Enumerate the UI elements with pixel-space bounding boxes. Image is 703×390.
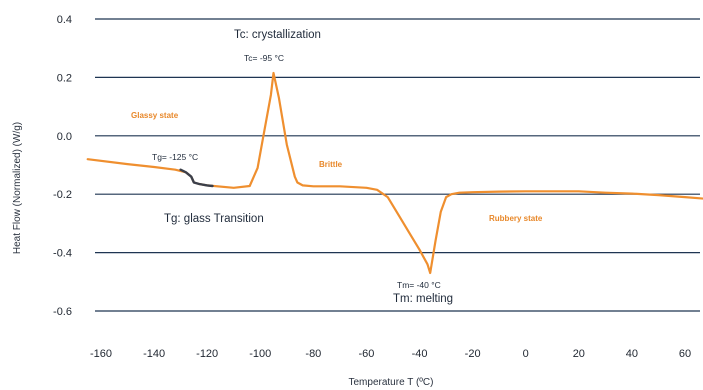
tm-value-label: Tm= -40 °C xyxy=(397,280,441,290)
x-tick-label: -20 xyxy=(465,348,481,360)
x-tick-label: -40 xyxy=(412,348,428,360)
y-tick-label: -0.6 xyxy=(53,306,72,318)
x-tick-label: 60 xyxy=(679,348,691,360)
x-tick-label: -80 xyxy=(305,348,321,360)
x-tick-labels: -160 -140 -120 -100 -80 -60 -40 -20 0 20 40 60 xyxy=(90,348,691,360)
gridlines xyxy=(95,18,700,312)
y-tick-label: -0.4 xyxy=(53,248,72,260)
tc-title-label: Tc: crystallization xyxy=(234,29,321,41)
x-tick-label: 0 xyxy=(523,348,529,360)
tg-title-label: Tg: glass Transition xyxy=(164,213,264,225)
x-tick-label: 20 xyxy=(573,348,585,360)
x-tick-label: -160 xyxy=(90,348,112,360)
tc-value-label: Tc= -95 °C xyxy=(244,53,284,63)
tg-value-label: Tg= -125 °C xyxy=(152,152,198,162)
glassy-state-label: Glassy state xyxy=(131,111,179,120)
glass-transition-segment xyxy=(179,168,214,188)
y-tick-labels: 0.4 0.2 0.0 -0.2 -0.4 -0.6 xyxy=(53,14,72,318)
rubbery-state-label: Rubbery state xyxy=(489,214,543,223)
y-tick-label: 0.4 xyxy=(57,14,72,26)
series-layer xyxy=(86,71,703,275)
x-axis-title: Temperature T (ºC) xyxy=(349,377,434,388)
x-tick-label: -100 xyxy=(249,348,271,360)
tm-title-label: Tm: melting xyxy=(393,293,453,305)
heat-flow-curve xyxy=(86,71,703,275)
x-tick-label: -140 xyxy=(143,348,165,360)
y-tick-label: 0.2 xyxy=(57,72,72,84)
x-tick-label: 40 xyxy=(626,348,638,360)
brittle-label: Brittle xyxy=(319,160,343,169)
y-axis-title: Heat Flow (Normalized) (W/g) xyxy=(12,122,23,254)
y-tick-label: 0.0 xyxy=(57,131,72,143)
y-tick-label: -0.2 xyxy=(53,189,72,201)
x-tick-label: -60 xyxy=(359,348,375,360)
x-tick-label: -120 xyxy=(196,348,218,360)
